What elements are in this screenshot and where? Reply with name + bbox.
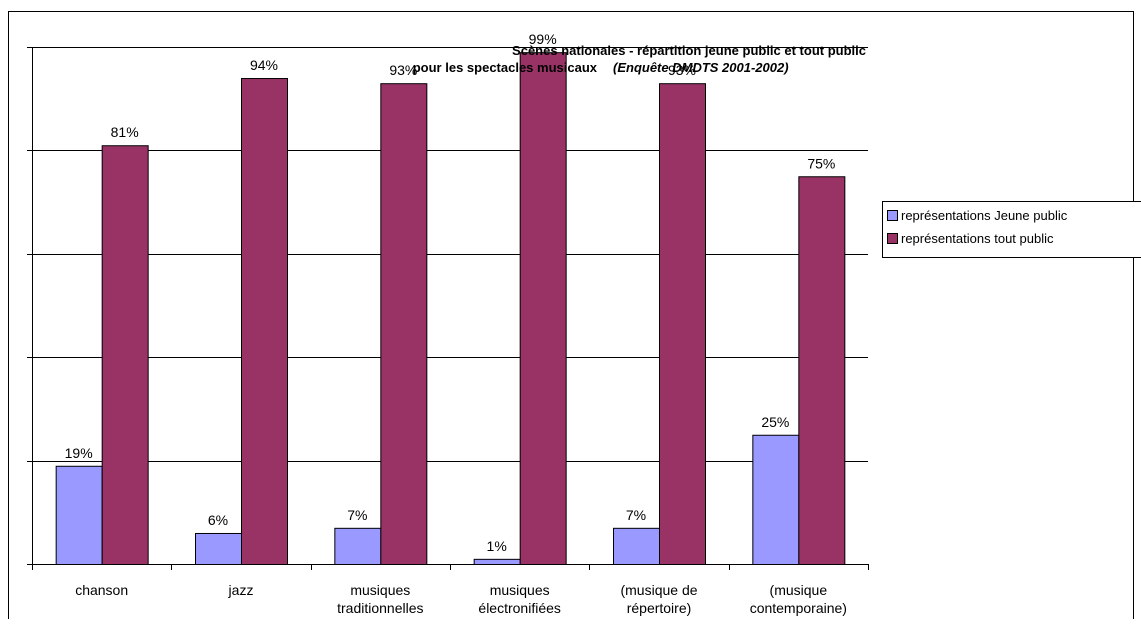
legend-entry: représentations tout public xyxy=(901,231,1054,246)
bar xyxy=(381,84,427,565)
grid-lines xyxy=(32,48,868,462)
data-label: 7% xyxy=(347,507,367,523)
axes xyxy=(27,47,869,570)
category-labels: chanson jazz musiques traditionnelles musiqu… xyxy=(75,582,847,616)
bar xyxy=(799,177,845,565)
data-label: 1% xyxy=(487,538,507,554)
bar xyxy=(753,435,799,564)
data-label: 94% xyxy=(250,57,278,73)
category-label: électronifiées xyxy=(478,600,561,616)
legend-swatch xyxy=(888,234,898,244)
data-label: 19% xyxy=(65,445,93,461)
chart-title-line1: Scènes nationales - répartition jeune pu… xyxy=(512,43,866,58)
chart-frame xyxy=(9,12,1134,620)
bars xyxy=(56,53,845,565)
chart-title-source: (Enquête DMDTS 2001-2002) xyxy=(613,60,789,75)
data-label: 75% xyxy=(807,155,835,171)
chart-title-line2: pour les spectacles musicaux xyxy=(413,60,598,75)
data-label: 7% xyxy=(626,507,646,523)
data-label: 81% xyxy=(111,124,139,140)
legend-entry: représentations Jeune public xyxy=(901,208,1068,223)
category-label: musiques xyxy=(350,582,410,598)
category-label: contemporaine) xyxy=(750,600,847,616)
bar xyxy=(520,53,566,565)
bar xyxy=(242,79,288,565)
bar xyxy=(614,528,660,564)
bar xyxy=(474,559,520,564)
category-label: jazz xyxy=(228,582,254,598)
bar xyxy=(56,466,102,564)
data-label: 25% xyxy=(761,414,789,430)
category-label: (musique de xyxy=(620,582,697,598)
category-label: répertoire) xyxy=(627,600,692,616)
data-labels: 19%81%6%94%7%93%1%99%7%93%25%75% xyxy=(65,31,836,554)
category-label: (musique xyxy=(770,582,828,598)
bar xyxy=(196,533,242,564)
category-label: musiques xyxy=(490,582,550,598)
bar xyxy=(102,146,148,565)
category-label: chanson xyxy=(75,582,128,598)
data-label: 6% xyxy=(208,512,228,528)
bar xyxy=(660,84,706,565)
legend-swatch xyxy=(888,211,898,221)
legend: représentations Jeune public représentati… xyxy=(883,202,1141,258)
category-label: traditionnelles xyxy=(337,600,423,616)
bar xyxy=(335,528,381,564)
